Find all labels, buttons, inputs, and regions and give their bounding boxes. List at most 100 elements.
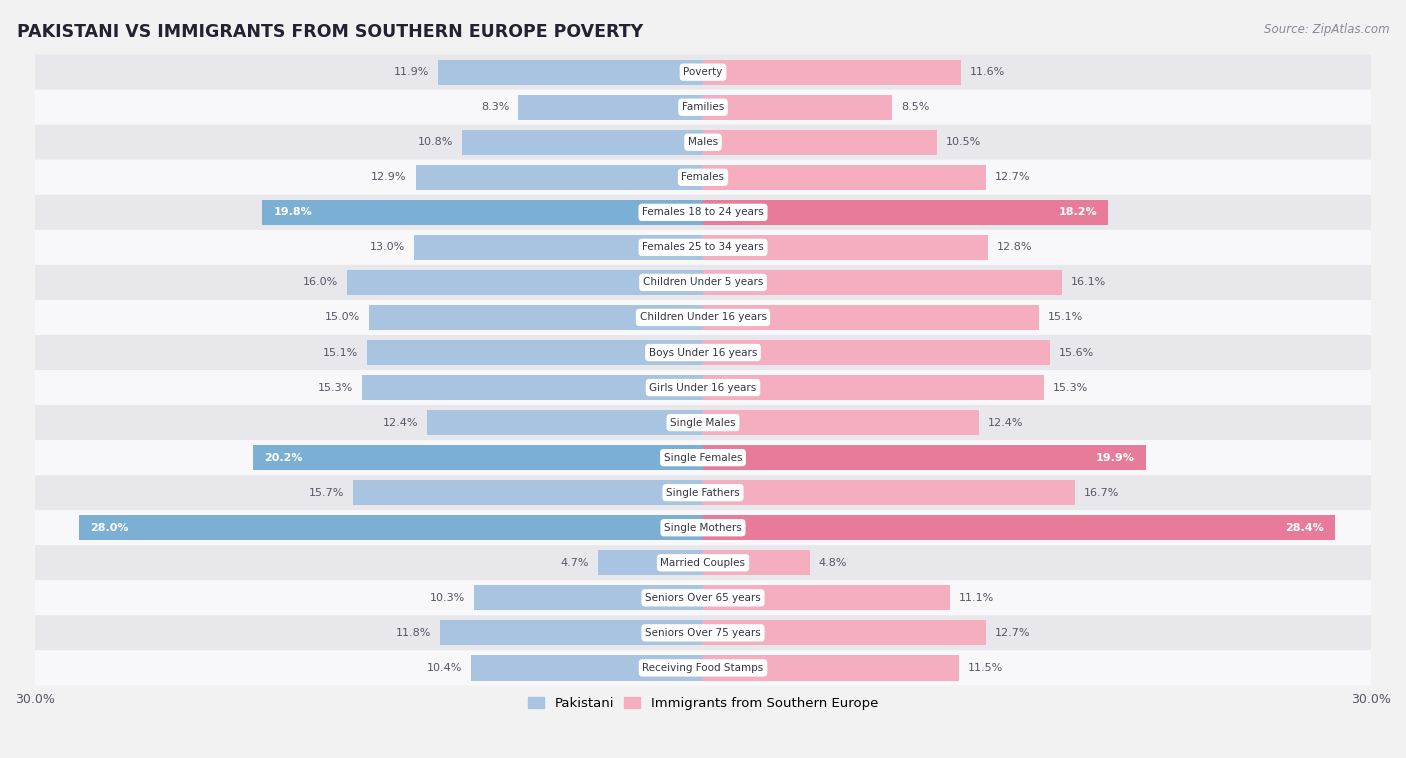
Text: 4.8%: 4.8% [818, 558, 848, 568]
FancyBboxPatch shape [35, 265, 1371, 300]
Bar [519, 95, 703, 120]
Text: 13.0%: 13.0% [370, 243, 405, 252]
Text: 10.5%: 10.5% [946, 137, 981, 147]
Bar [474, 585, 703, 610]
FancyBboxPatch shape [35, 475, 1371, 510]
Bar [703, 305, 1039, 330]
Text: 10.4%: 10.4% [427, 663, 463, 673]
Text: 12.9%: 12.9% [371, 172, 406, 183]
Text: 11.6%: 11.6% [970, 67, 1005, 77]
Text: 8.5%: 8.5% [901, 102, 929, 112]
Bar [427, 410, 703, 435]
FancyBboxPatch shape [35, 581, 1371, 615]
FancyBboxPatch shape [35, 160, 1371, 195]
Bar [703, 340, 1050, 365]
Text: Married Couples: Married Couples [661, 558, 745, 568]
Bar [253, 445, 703, 470]
Text: 15.0%: 15.0% [325, 312, 360, 322]
FancyBboxPatch shape [35, 440, 1371, 475]
Bar [703, 655, 959, 681]
Bar [363, 375, 703, 400]
Bar [439, 60, 703, 85]
Bar [703, 270, 1062, 295]
Bar [262, 199, 703, 225]
Text: 16.1%: 16.1% [1070, 277, 1105, 287]
Text: 18.2%: 18.2% [1059, 208, 1097, 218]
Bar [367, 340, 703, 365]
Bar [463, 130, 703, 155]
Bar [703, 60, 962, 85]
Text: Single Males: Single Males [671, 418, 735, 428]
Text: Children Under 5 years: Children Under 5 years [643, 277, 763, 287]
Bar [703, 445, 1146, 470]
FancyBboxPatch shape [35, 545, 1371, 581]
Bar [703, 515, 1336, 540]
Text: Females: Females [682, 172, 724, 183]
Text: 11.1%: 11.1% [959, 593, 994, 603]
FancyBboxPatch shape [35, 125, 1371, 160]
Text: 19.9%: 19.9% [1097, 453, 1135, 462]
Text: 15.7%: 15.7% [309, 487, 344, 498]
Text: Females 25 to 34 years: Females 25 to 34 years [643, 243, 763, 252]
Bar [471, 655, 703, 681]
FancyBboxPatch shape [35, 230, 1371, 265]
Text: 12.4%: 12.4% [382, 418, 418, 428]
Text: 12.7%: 12.7% [994, 172, 1031, 183]
Bar [599, 550, 703, 575]
Text: 11.9%: 11.9% [394, 67, 429, 77]
Text: 12.7%: 12.7% [994, 628, 1031, 638]
Text: 15.3%: 15.3% [318, 383, 353, 393]
Text: 11.5%: 11.5% [967, 663, 1004, 673]
Text: 20.2%: 20.2% [264, 453, 302, 462]
Bar [703, 410, 979, 435]
Bar [703, 95, 893, 120]
Bar [353, 480, 703, 506]
Text: 15.6%: 15.6% [1059, 347, 1094, 358]
Text: 16.0%: 16.0% [302, 277, 337, 287]
FancyBboxPatch shape [35, 89, 1371, 125]
Bar [703, 130, 936, 155]
Bar [703, 585, 950, 610]
Text: Source: ZipAtlas.com: Source: ZipAtlas.com [1264, 23, 1389, 36]
Bar [703, 235, 988, 260]
Text: Children Under 16 years: Children Under 16 years [640, 312, 766, 322]
Text: Families: Families [682, 102, 724, 112]
Text: Single Fathers: Single Fathers [666, 487, 740, 498]
Text: 12.4%: 12.4% [988, 418, 1024, 428]
Bar [703, 550, 810, 575]
FancyBboxPatch shape [35, 510, 1371, 545]
Bar [703, 164, 986, 190]
Text: 15.1%: 15.1% [1047, 312, 1084, 322]
Text: Single Mothers: Single Mothers [664, 523, 742, 533]
Text: 10.3%: 10.3% [429, 593, 465, 603]
Text: 10.8%: 10.8% [418, 137, 454, 147]
Text: 11.8%: 11.8% [396, 628, 432, 638]
Bar [440, 620, 703, 646]
Text: 4.7%: 4.7% [561, 558, 589, 568]
Text: 19.8%: 19.8% [273, 208, 312, 218]
Text: Single Females: Single Females [664, 453, 742, 462]
FancyBboxPatch shape [35, 300, 1371, 335]
Text: 28.0%: 28.0% [90, 523, 129, 533]
Bar [416, 164, 703, 190]
Bar [703, 620, 986, 646]
Text: Girls Under 16 years: Girls Under 16 years [650, 383, 756, 393]
Bar [80, 515, 703, 540]
Text: Females 18 to 24 years: Females 18 to 24 years [643, 208, 763, 218]
FancyBboxPatch shape [35, 195, 1371, 230]
FancyBboxPatch shape [35, 335, 1371, 370]
Text: Males: Males [688, 137, 718, 147]
Text: 8.3%: 8.3% [481, 102, 509, 112]
Bar [703, 480, 1076, 506]
Text: 12.8%: 12.8% [997, 243, 1032, 252]
Bar [703, 375, 1043, 400]
FancyBboxPatch shape [35, 55, 1371, 89]
Bar [413, 235, 703, 260]
FancyBboxPatch shape [35, 650, 1371, 685]
Text: 15.1%: 15.1% [322, 347, 359, 358]
Text: PAKISTANI VS IMMIGRANTS FROM SOUTHERN EUROPE POVERTY: PAKISTANI VS IMMIGRANTS FROM SOUTHERN EU… [17, 23, 643, 41]
Text: 28.4%: 28.4% [1285, 523, 1324, 533]
Legend: Pakistani, Immigrants from Southern Europe: Pakistani, Immigrants from Southern Euro… [523, 692, 883, 716]
Bar [703, 199, 1108, 225]
FancyBboxPatch shape [35, 370, 1371, 405]
